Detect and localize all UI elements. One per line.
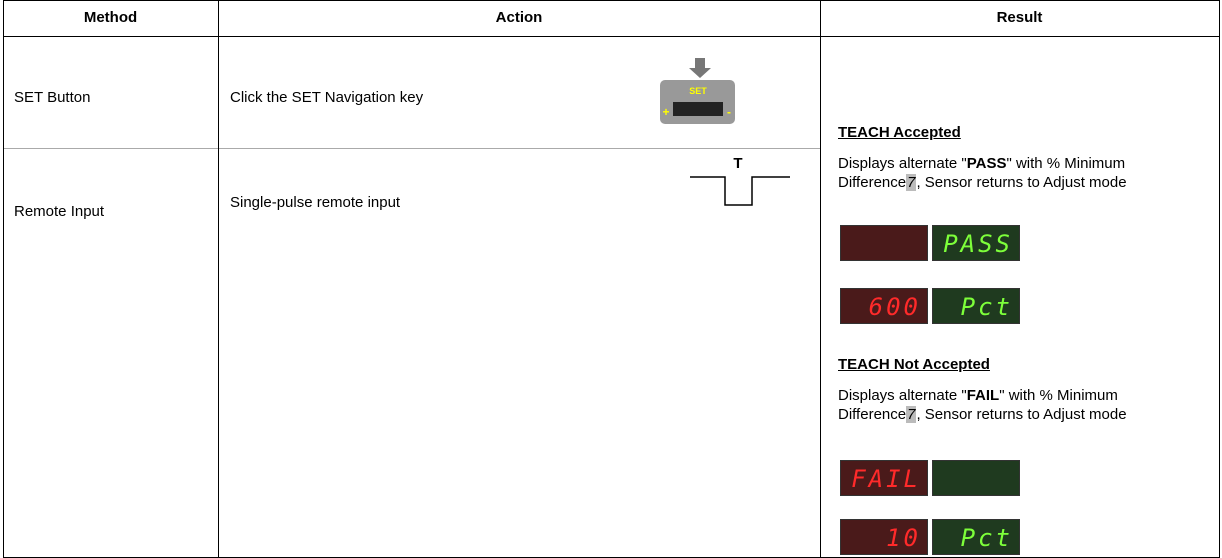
heading: TEACH Accepted <box>838 124 961 141</box>
display-segment: Pct <box>932 288 1020 324</box>
display: FAIL <box>840 460 1020 498</box>
icon-label: - <box>727 105 731 119</box>
display-segment: 10 <box>840 519 928 555</box>
text: , Sensor returns to Adjust mode <box>916 174 1127 191</box>
display: 600 Pct <box>840 288 1020 326</box>
text: " with % Minimum Difference <box>838 155 1126 191</box>
footnote: 7 <box>906 406 917 423</box>
display: PASS <box>840 225 1020 263</box>
heading: TEACH Not Accepted <box>838 356 990 373</box>
display-segment: Pct <box>932 519 1020 555</box>
pulse-label: T <box>733 155 742 172</box>
paragraph: Displays alternate "FAIL" with % Minimum… <box>838 386 1198 424</box>
header-method: Method <box>83 9 138 26</box>
text: Displays alternate " <box>838 387 967 404</box>
icon-label: + <box>662 105 669 119</box>
paragraph: Displays alternate "PASS" with % Minimum… <box>838 154 1198 192</box>
method: SET Button <box>14 89 91 106</box>
header-result: Result <box>996 9 1043 26</box>
display-segment: FAIL <box>840 460 928 496</box>
header-action: Action <box>495 9 543 26</box>
border <box>218 0 219 558</box>
action: Single-pulse remote input <box>230 194 401 211</box>
border <box>3 0 4 558</box>
display-segment: PASS <box>932 225 1020 261</box>
display-segment <box>932 460 1020 496</box>
set-key-icon: SET + - <box>660 58 735 124</box>
text: , Sensor returns to Adjust mode <box>916 406 1127 423</box>
border <box>3 36 1219 37</box>
text: " with % Minimum Difference <box>838 387 1118 423</box>
pulse-icon: T <box>690 155 790 206</box>
method: Remote Input <box>14 203 105 220</box>
display: 10 Pct <box>840 519 1020 557</box>
text: FAIL <box>966 387 1000 404</box>
text: Displays alternate " <box>838 155 967 172</box>
border <box>3 148 820 149</box>
action: Click the SET Navigation key <box>230 89 424 106</box>
footnote: 7 <box>906 174 917 191</box>
border <box>3 0 1219 1</box>
display-segment: 600 <box>840 288 928 324</box>
display-segment <box>840 225 928 261</box>
text: PASS <box>966 155 1007 172</box>
border <box>1219 0 1220 558</box>
icon-label: SET <box>689 86 707 96</box>
border <box>820 0 821 558</box>
